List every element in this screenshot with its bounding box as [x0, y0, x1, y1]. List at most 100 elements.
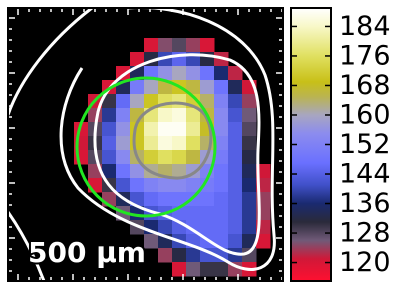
- heat-cell: [186, 136, 201, 151]
- heat-cell: [242, 220, 257, 235]
- heat-cell: [144, 150, 159, 165]
- heat-cell: [172, 108, 187, 123]
- heat-cell: [144, 178, 159, 193]
- heat-cell: [158, 38, 173, 53]
- heat-cell: [144, 136, 159, 151]
- heat-cell: [242, 150, 257, 165]
- heat-cell: [214, 94, 229, 109]
- heat-cell: [242, 108, 257, 123]
- colorbar-tick-label: 120: [339, 247, 391, 278]
- heat-cell: [172, 94, 187, 109]
- heat-cell: [144, 38, 159, 53]
- heat-cell: [228, 164, 243, 179]
- heat-cell: [102, 150, 117, 165]
- colorbar-tick-label: 168: [339, 70, 391, 101]
- heat-cell: [242, 94, 257, 109]
- heat-cell: [172, 248, 187, 263]
- heat-cell: [130, 94, 145, 109]
- heat-cell: [130, 136, 145, 151]
- colorbar-tick-label: 160: [339, 99, 391, 130]
- heat-cell: [242, 178, 257, 193]
- heat-cell: [116, 94, 131, 109]
- colorbar-tick-label: 128: [339, 218, 391, 249]
- heat-cell: [144, 192, 159, 207]
- heat-cell: [130, 80, 145, 95]
- colorbar-tick-label: 136: [339, 188, 391, 219]
- heat-cell: [116, 136, 131, 151]
- heat-cell: [214, 164, 229, 179]
- heat-cell: [172, 66, 187, 81]
- heat-cell: [228, 122, 243, 137]
- heat-cell: [200, 206, 215, 221]
- heat-cell: [144, 234, 159, 249]
- heat-cell: [102, 108, 117, 123]
- heat-cell: [214, 108, 229, 123]
- heat-cell: [228, 178, 243, 193]
- heat-cell: [158, 178, 173, 193]
- heat-cell: [158, 150, 173, 165]
- heat-cell: [228, 80, 243, 95]
- heat-cell: [116, 164, 131, 179]
- heat-cell: [228, 136, 243, 151]
- scale-bar-label: 500 μm: [28, 236, 146, 269]
- heat-cell: [214, 66, 229, 81]
- colorbar-tick-label: 152: [339, 129, 391, 160]
- heat-cell: [242, 122, 257, 137]
- heat-cell: [172, 38, 187, 53]
- colorbar-tick-label: 176: [339, 40, 391, 71]
- heat-cell: [200, 66, 215, 81]
- heat-cell: [242, 192, 257, 207]
- heat-cell: [214, 192, 229, 207]
- heat-cell: [158, 136, 173, 151]
- heat-cell: [186, 248, 201, 263]
- heat-cell: [242, 136, 257, 151]
- heat-cell: [130, 178, 145, 193]
- heat-cell: [186, 262, 201, 277]
- heat-cell: [200, 220, 215, 235]
- heat-cell: [228, 108, 243, 123]
- heat-cell: [228, 150, 243, 165]
- heat-cell: [214, 220, 229, 235]
- heat-cell: [172, 136, 187, 151]
- heat-cell: [200, 38, 215, 53]
- heat-cell: [242, 164, 257, 179]
- heat-cell: [186, 150, 201, 165]
- heat-cell: [144, 80, 159, 95]
- heat-cell: [228, 220, 243, 235]
- heat-cell: [172, 122, 187, 137]
- heat-cell: [158, 248, 173, 263]
- heat-cell: [228, 234, 243, 249]
- colorbar-tick-label: 144: [339, 159, 391, 190]
- heat-cell: [228, 206, 243, 221]
- heat-cell: [186, 122, 201, 137]
- heat-cell: [102, 136, 117, 151]
- heat-cell: [186, 38, 201, 53]
- heat-cell: [158, 108, 173, 123]
- heat-cell: [228, 192, 243, 207]
- heat-cell: [116, 122, 131, 137]
- heat-cell: [214, 178, 229, 193]
- heat-cell: [214, 80, 229, 95]
- heat-cell: [116, 178, 131, 193]
- figure: 500 μm 120128136144152160168176184: [0, 0, 403, 283]
- heat-cell: [116, 150, 131, 165]
- colorbar-tick-label: 184: [339, 11, 391, 42]
- heat-cell: [116, 108, 131, 123]
- heat-cell: [172, 178, 187, 193]
- heat-cell: [242, 206, 257, 221]
- heat-cell: [214, 206, 229, 221]
- heat-cell: [186, 66, 201, 81]
- heat-cell: [102, 122, 117, 137]
- heat-cell: [158, 220, 173, 235]
- heat-cell: [200, 80, 215, 95]
- heat-cell: [228, 94, 243, 109]
- heat-cell: [200, 262, 215, 277]
- heat-cell: [172, 262, 187, 277]
- heat-cell: [158, 122, 173, 137]
- heat-cell: [172, 150, 187, 165]
- heat-cell: [214, 262, 229, 277]
- heat-cell: [144, 122, 159, 137]
- heat-cell: [158, 192, 173, 207]
- heat-cell: [186, 206, 201, 221]
- heat-cell: [214, 122, 229, 137]
